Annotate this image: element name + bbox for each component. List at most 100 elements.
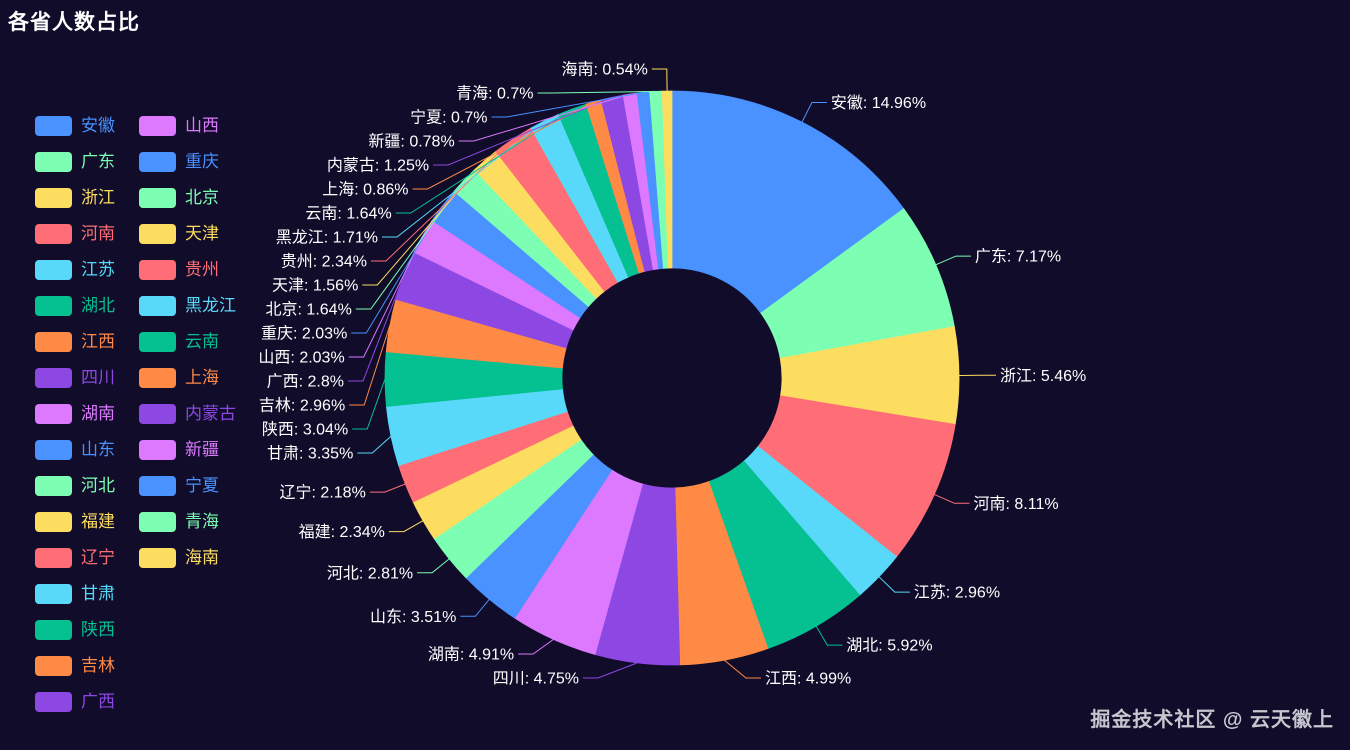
legend-label: 江苏 xyxy=(81,260,115,279)
legend-item[interactable]: 新疆 xyxy=(139,440,236,460)
legend-item[interactable]: 湖南 xyxy=(35,404,115,424)
legend-item[interactable]: 江西 xyxy=(35,332,115,352)
pie-label: 湖北: 5.92% xyxy=(846,637,932,655)
label-line xyxy=(369,483,406,493)
legend-item[interactable]: 河南 xyxy=(35,224,115,244)
legend-label: 江西 xyxy=(81,332,115,351)
legend-item[interactable]: 江苏 xyxy=(35,260,115,280)
label-line xyxy=(417,558,450,574)
legend-item[interactable]: 甘肃 xyxy=(35,584,115,604)
legend-swatch xyxy=(35,692,72,712)
label-line xyxy=(651,68,668,92)
pie-label: 辽宁: 2.18% xyxy=(280,484,366,502)
pie-label: 安徽: 14.96% xyxy=(831,94,926,112)
legend-item[interactable]: 广东 xyxy=(35,152,115,172)
legend-item[interactable]: 上海 xyxy=(139,368,236,388)
legend-label: 四川 xyxy=(81,368,115,387)
pie-label: 宁夏: 0.7% xyxy=(410,109,487,127)
pie-slice[interactable] xyxy=(671,90,905,314)
legend-label: 云南 xyxy=(185,332,219,351)
legend-item[interactable]: 安徽 xyxy=(35,116,115,136)
legend-swatch xyxy=(35,152,72,172)
legend-swatch xyxy=(35,620,72,640)
legend-label: 湖南 xyxy=(81,404,115,423)
legend-swatch xyxy=(35,188,72,208)
legend-item[interactable]: 河北 xyxy=(35,476,115,496)
legend-item[interactable]: 天津 xyxy=(139,224,236,244)
legend-item[interactable]: 浙江 xyxy=(35,188,115,208)
legend-swatch xyxy=(139,188,176,208)
legend-label: 内蒙古 xyxy=(185,404,236,423)
pie-label: 广西: 2.8% xyxy=(267,373,344,391)
pie-label: 重庆: 2.03% xyxy=(261,325,347,343)
pie-label: 四川: 4.75% xyxy=(493,671,579,688)
legend-label: 广东 xyxy=(81,152,115,171)
legend-item[interactable]: 黑龙江 xyxy=(139,296,236,316)
pie-slice[interactable] xyxy=(661,90,673,269)
pie-label: 吉林: 2.96% xyxy=(259,397,345,415)
legend-label: 贵州 xyxy=(185,260,219,279)
legend-swatch xyxy=(139,476,176,496)
watermark: 掘金技术社区 @ 云天徽上 xyxy=(1090,709,1334,731)
pie-label: 天津: 1.56% xyxy=(272,277,358,295)
legend-label: 新疆 xyxy=(185,440,219,459)
label-line xyxy=(355,179,465,310)
legend-swatch xyxy=(35,440,72,460)
legend-swatch xyxy=(139,116,176,136)
legend-swatch xyxy=(35,116,72,136)
label-line xyxy=(491,91,644,118)
label-line xyxy=(935,255,971,266)
label-line xyxy=(348,275,405,382)
legend-swatch xyxy=(139,152,176,172)
label-line xyxy=(537,90,657,94)
legend-item[interactable]: 青海 xyxy=(139,512,236,532)
legend-label: 天津 xyxy=(185,224,219,243)
legend-label: 黑龙江 xyxy=(185,296,236,315)
legend-swatch xyxy=(139,224,176,244)
legend-label: 青海 xyxy=(185,512,219,531)
legend-item[interactable]: 湖北 xyxy=(35,296,115,316)
label-line xyxy=(412,101,594,190)
pie-label: 江西: 4.99% xyxy=(765,670,851,688)
legend-swatch xyxy=(35,548,72,568)
pie-label: 黑龙江: 1.71% xyxy=(276,229,378,247)
label-line xyxy=(583,662,638,679)
legend-item[interactable]: 内蒙古 xyxy=(139,404,236,424)
legend-item[interactable]: 山东 xyxy=(35,440,115,460)
legend-swatch xyxy=(139,368,176,388)
label-line xyxy=(433,96,613,166)
pie-label: 福建: 2.34% xyxy=(299,523,385,541)
legend-item[interactable]: 北京 xyxy=(139,188,236,208)
pie-label: 北京: 1.64% xyxy=(266,301,352,319)
legend-column-2: 山西重庆北京天津贵州黑龙江云南上海内蒙古新疆宁夏青海海南 xyxy=(139,116,236,568)
label-line xyxy=(815,625,843,646)
legend-item[interactable]: 四川 xyxy=(35,368,115,388)
pie-label: 海南: 0.54% xyxy=(562,61,648,79)
legend-item[interactable]: 吉林 xyxy=(35,656,115,676)
legend-swatch xyxy=(139,260,176,280)
legend-item[interactable]: 陕西 xyxy=(35,620,115,640)
legend-swatch xyxy=(139,512,176,532)
label-line xyxy=(395,108,573,214)
legend-swatch xyxy=(35,296,72,316)
pie-label: 山东: 3.51% xyxy=(370,608,456,626)
legend-label: 广西 xyxy=(81,692,115,711)
legend-item[interactable]: 海南 xyxy=(139,548,236,568)
legend-item[interactable]: 贵州 xyxy=(139,260,236,280)
pie-label: 新疆: 0.78% xyxy=(368,133,454,151)
legend-item[interactable]: 辽宁 xyxy=(35,548,115,568)
legend-item[interactable]: 云南 xyxy=(139,332,236,352)
legend-item[interactable]: 重庆 xyxy=(139,152,236,172)
label-line xyxy=(371,138,514,262)
legend-label: 宁夏 xyxy=(185,476,219,495)
legend-label: 湖北 xyxy=(81,296,115,315)
legend-label: 河南 xyxy=(81,224,115,243)
legend-item[interactable]: 福建 xyxy=(35,512,115,532)
legend-item[interactable]: 宁夏 xyxy=(139,476,236,496)
legend-item[interactable]: 山西 xyxy=(139,116,236,136)
legend-swatch xyxy=(35,332,72,352)
legend-item[interactable]: 广西 xyxy=(35,692,115,712)
label-line xyxy=(724,659,761,679)
legend-label: 陕西 xyxy=(81,620,115,639)
